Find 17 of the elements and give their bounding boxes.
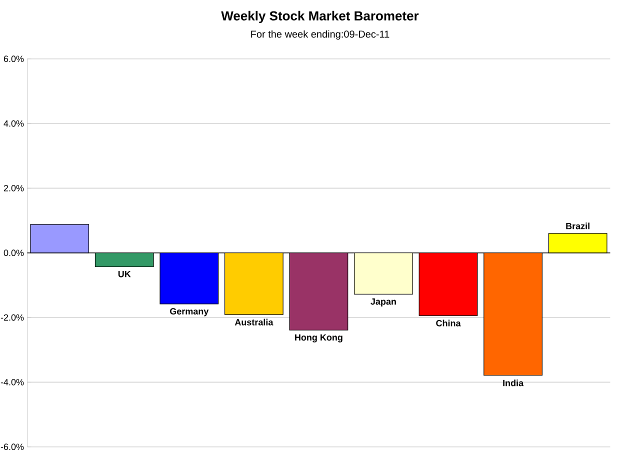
y-tick-label: 4.0% [4,120,24,127]
x-tick-label: Hong Kong [295,334,342,342]
y-tick-label: 0.0% [4,250,24,256]
x-tick-label: Japan [370,298,396,306]
x-tick-label: Australia [234,318,274,326]
y-tick-label: -6.0% [0,444,24,450]
y-tick-label: 6.0% [4,56,24,62]
chart-subtitle: For the week ending:09-Dec-11 [251,30,390,40]
x-tick-label: China [436,320,461,326]
x-tick-label: Brazil [566,222,590,230]
x-tick-label: India [503,380,524,386]
chart-title: Weekly Stock Market Barometer [221,10,419,24]
x-tick-label: Germany [170,308,209,316]
x-tick-label: UK [118,270,131,278]
y-tick-label: -2.0% [0,314,24,321]
y-tick-label: -4.0% [0,378,24,386]
y-tick-label: 2.0% [4,184,24,192]
